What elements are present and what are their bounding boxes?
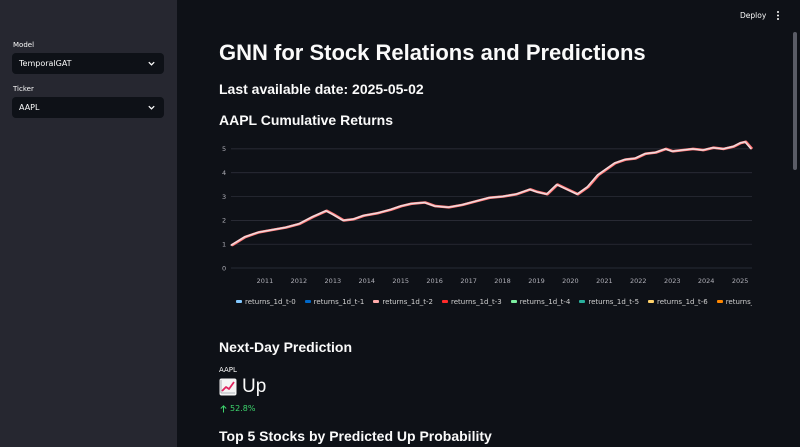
x-tick-label: 2012 bbox=[291, 277, 308, 285]
legend-swatch bbox=[579, 300, 586, 303]
series-lines bbox=[230, 140, 754, 247]
y-tick-label: 3 bbox=[222, 193, 226, 201]
x-tick-label: 2024 bbox=[698, 277, 715, 285]
y-tick-label: 1 bbox=[222, 240, 226, 248]
ticker-select[interactable]: AAPL bbox=[12, 97, 164, 118]
y-tick-label: 4 bbox=[222, 169, 226, 177]
x-tick-label: 2025 bbox=[732, 277, 749, 285]
y-tick-label: 5 bbox=[222, 145, 226, 153]
legend-swatch bbox=[304, 300, 311, 303]
x-tick-label: 2021 bbox=[596, 277, 613, 285]
metric-value: Up bbox=[219, 376, 266, 398]
legend-item[interactable]: returns_1d_t-1 bbox=[304, 297, 365, 306]
scrollbar[interactable] bbox=[793, 32, 797, 170]
series-line-t-3 bbox=[231, 140, 754, 247]
metric-value-text: Up bbox=[242, 376, 267, 397]
prediction-heading: Next-Day Prediction bbox=[219, 339, 353, 355]
legend-label: returns_1d_t-3 bbox=[451, 297, 502, 306]
legend-swatch bbox=[442, 300, 449, 303]
deploy-button[interactable]: Deploy bbox=[740, 11, 767, 20]
y-axis-ticks: 0 1 2 3 4 5 bbox=[222, 145, 226, 272]
chevron-down-icon bbox=[148, 105, 155, 110]
chart-title: AAPL Cumulative Returns bbox=[219, 112, 393, 128]
legend-item[interactable]: returns_1d_t-6 bbox=[648, 298, 708, 306]
legend-label: returns_1d_t-5 bbox=[588, 297, 640, 306]
model-label: Model bbox=[13, 41, 35, 49]
series-line-t-2 bbox=[230, 140, 753, 247]
x-tick-label: 2015 bbox=[392, 277, 409, 285]
x-tick-label: 2016 bbox=[426, 277, 443, 285]
x-tick-label: 2019 bbox=[528, 277, 545, 285]
legend-label: returns_1d_t-4 bbox=[519, 297, 571, 306]
page-title: GNN for Stock Relations and Predictions bbox=[219, 40, 646, 65]
x-tick-label: 2020 bbox=[562, 277, 579, 285]
legend-label: returns_1d_t-0 bbox=[245, 297, 296, 306]
last-date-heading: Last available date: 2025-05-02 bbox=[219, 81, 424, 97]
x-tick-label: 2018 bbox=[494, 277, 511, 285]
ticker-select-value: AAPL bbox=[19, 103, 40, 112]
x-tick-label: 2013 bbox=[325, 277, 342, 285]
legend-item[interactable]: returns_1d_t-4 bbox=[510, 297, 571, 306]
metric-label: AAPL bbox=[219, 366, 237, 374]
x-tick-label: 2022 bbox=[630, 277, 647, 285]
x-tick-label: 2023 bbox=[664, 277, 681, 285]
x-axis-ticks: 2011 2012 2013 2014 2015 2016 2017 2018 2019 2020… bbox=[257, 277, 749, 285]
metric-delta: 52.8% bbox=[220, 404, 255, 413]
ticker-label: Ticker bbox=[13, 85, 34, 93]
legend-swatch bbox=[648, 300, 655, 303]
x-tick-label: 2017 bbox=[460, 277, 477, 285]
x-tick-label: 2014 bbox=[358, 277, 375, 285]
legend-swatch bbox=[373, 300, 380, 303]
x-tick-label: 2011 bbox=[257, 277, 274, 285]
legend-item[interactable]: returns_1d_t-5 bbox=[579, 298, 639, 306]
more-vertical-icon[interactable] bbox=[774, 10, 782, 21]
top5-heading: Top 5 Stocks by Predicted Up Probability bbox=[219, 428, 492, 444]
chevron-down-icon bbox=[148, 61, 155, 66]
legend-swatch bbox=[510, 300, 517, 303]
legend-label: returns_1d_t-2 bbox=[382, 297, 434, 306]
chart-grid bbox=[231, 148, 752, 269]
arrow-up-icon bbox=[220, 404, 227, 412]
y-tick-label: 2 bbox=[222, 217, 226, 225]
legend-item[interactable]: returns_1d_t-7 bbox=[716, 297, 752, 306]
legend-swatch bbox=[236, 300, 242, 303]
legend-swatch bbox=[716, 300, 723, 303]
sidebar: Model TemporalGAT Ticker AAPL bbox=[0, 0, 177, 447]
chart-legend[interactable]: returns_1d_t-0 returns_1d_t-1 returns_1d_t… bbox=[236, 297, 752, 309]
model-select-value: TemporalGAT bbox=[19, 59, 72, 68]
model-select[interactable]: TemporalGAT bbox=[12, 53, 164, 74]
legend-label: returns_1d_t-6 bbox=[657, 297, 708, 306]
series-line-t-0 bbox=[230, 141, 752, 246]
y-tick-label: 0 bbox=[222, 264, 226, 272]
legend-label: returns_1d_t-1 bbox=[313, 297, 365, 306]
chart-increasing-icon bbox=[219, 378, 237, 396]
legend-item[interactable]: returns_1d_t-2 bbox=[373, 298, 433, 306]
metric-delta-text: 52.8% bbox=[230, 404, 256, 413]
legend-item[interactable]: returns_1d_t-3 bbox=[442, 298, 502, 306]
legend-label: returns_1d_t-7 bbox=[725, 297, 752, 306]
legend-item[interactable]: returns_1d_t-0 bbox=[236, 298, 296, 306]
